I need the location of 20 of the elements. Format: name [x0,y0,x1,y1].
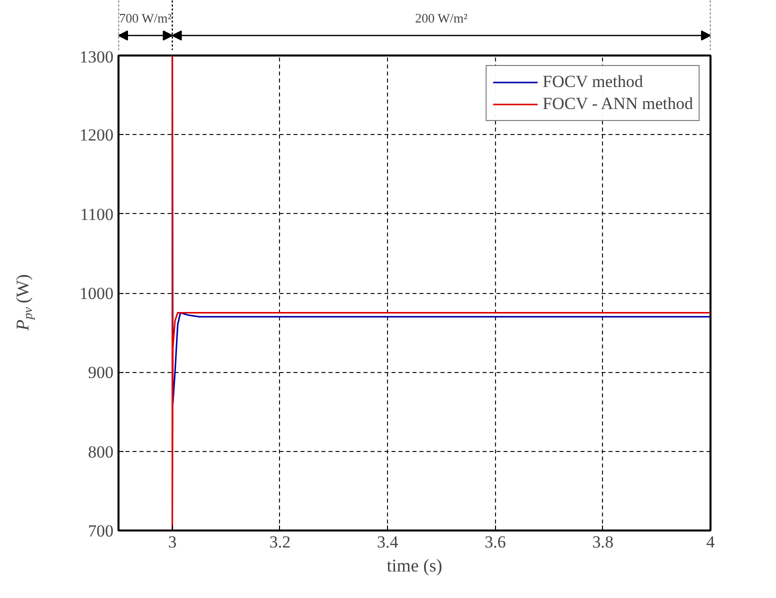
text: 200 W/m² [415,10,468,26]
legend-label: FOCV - ANN method [542,94,693,114]
y-tick-label: 1100 [80,204,114,224]
x-tick-label: 3 [168,532,177,552]
x-tick-label: 3.4 [376,532,399,552]
x-tick-label: 4 [706,532,716,552]
x-tick-label: 3.2 [269,532,291,552]
x-tick-label: 3.8 [592,532,614,552]
y-axis-title: Ppv (W) [12,274,35,332]
y-tick-label: 1300 [80,48,114,66]
y-tick-label: 700 [88,522,114,540]
line-series [172,56,710,530]
text: 700 W/m² [119,10,172,26]
x-axis-title: time (s) [386,556,442,576]
y-tick-label: 900 [88,363,114,382]
legend-label: FOCV method [542,72,643,92]
y-tick-label: 1000 [80,284,114,303]
y-tick-label: 1200 [80,126,114,145]
y-tick-label: 800 [88,442,114,462]
x-tick-label: 3.6 [484,532,506,552]
